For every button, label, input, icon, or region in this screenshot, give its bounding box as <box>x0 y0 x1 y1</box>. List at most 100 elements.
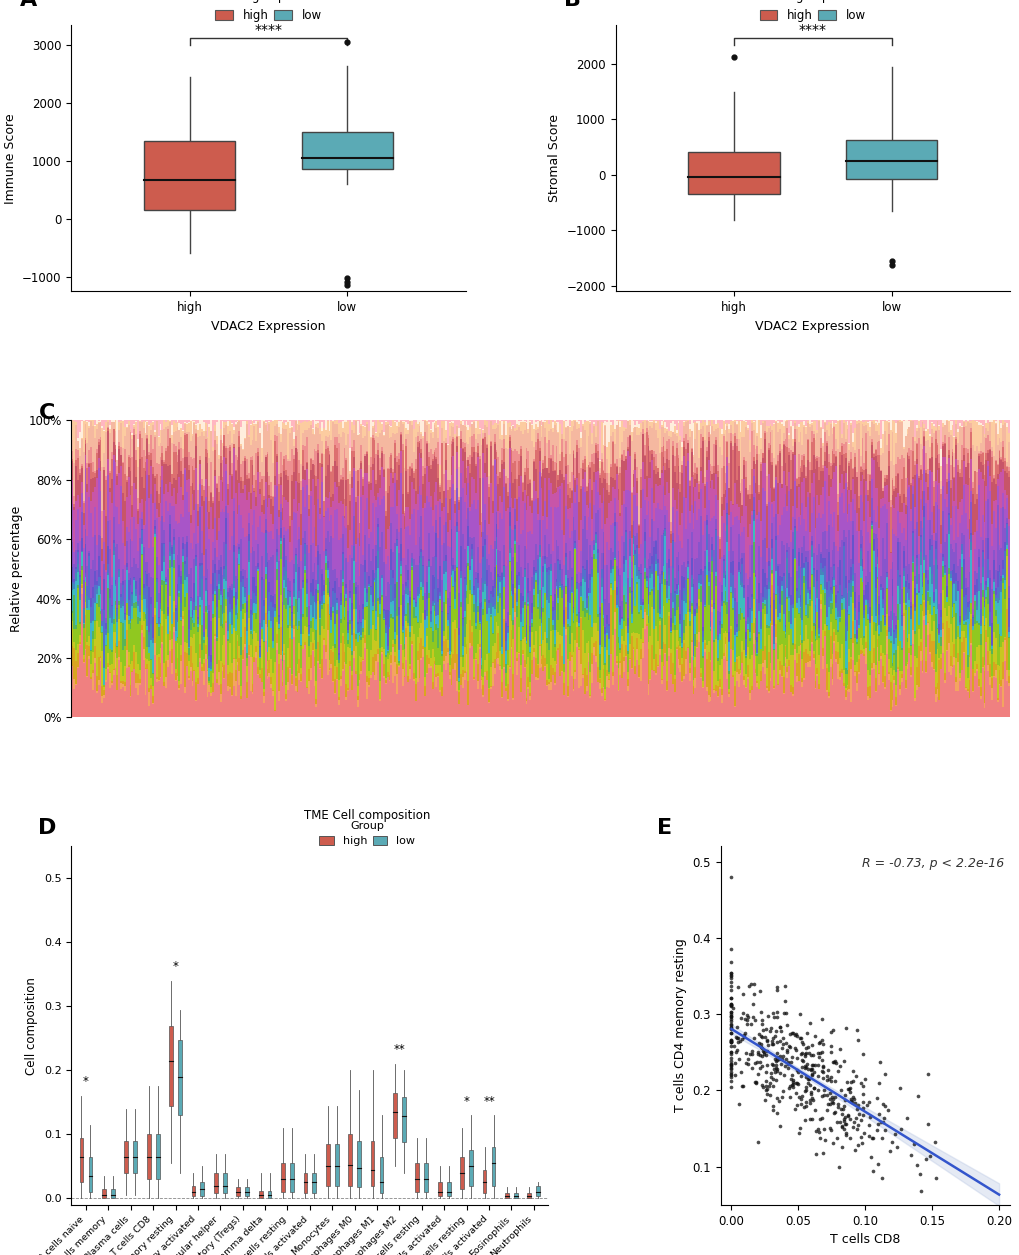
Bar <box>257 571 259 640</box>
Bar <box>446 622 448 626</box>
Bar <box>386 659 388 671</box>
Bar <box>118 641 120 658</box>
Bar <box>471 556 473 558</box>
Bar <box>988 476 990 491</box>
Bar <box>371 435 373 438</box>
Bar <box>623 658 625 661</box>
Bar <box>739 581 741 585</box>
Bar <box>277 510 279 517</box>
Bar <box>808 550 810 586</box>
Bar <box>469 420 471 427</box>
Bar <box>440 612 442 646</box>
Bar <box>145 501 147 525</box>
Bar <box>651 454 652 459</box>
Bar <box>625 645 627 656</box>
Bar <box>277 484 279 510</box>
Point <box>802 1082 818 1102</box>
Bar <box>362 609 364 619</box>
Bar <box>375 545 377 556</box>
Bar <box>78 635 81 641</box>
Point <box>788 1083 804 1103</box>
Bar <box>558 570 560 582</box>
Bar <box>368 420 370 430</box>
Bar <box>75 685 77 718</box>
Bar <box>469 427 471 438</box>
Bar <box>900 422 902 454</box>
Bar <box>435 688 437 718</box>
Bar <box>332 570 334 587</box>
Bar <box>116 420 118 461</box>
Bar <box>737 466 739 507</box>
Bar <box>332 420 334 423</box>
Bar <box>872 669 874 718</box>
Bar <box>709 521 710 574</box>
Bar <box>748 693 750 700</box>
Bar <box>895 629 897 635</box>
Bar <box>825 626 827 664</box>
Bar <box>150 494 152 577</box>
Bar <box>411 641 413 644</box>
Bar <box>154 476 156 478</box>
Bar <box>611 569 613 590</box>
Bar <box>850 423 851 425</box>
Bar <box>585 491 587 505</box>
Bar <box>652 457 654 469</box>
Bar <box>675 420 677 429</box>
Bar <box>178 597 180 681</box>
Bar <box>180 645 182 655</box>
Bar <box>857 449 859 496</box>
Bar <box>131 661 133 671</box>
Bar <box>473 612 475 659</box>
Bar <box>464 548 465 577</box>
Bar <box>640 433 641 468</box>
Bar <box>136 461 137 477</box>
Bar <box>259 648 261 656</box>
Bar <box>508 512 511 527</box>
Bar <box>951 506 953 548</box>
Bar <box>101 610 103 621</box>
Bar <box>921 510 922 528</box>
Bar <box>107 633 109 654</box>
Bar <box>199 625 201 644</box>
Bar <box>837 653 839 664</box>
Bar <box>274 594 276 604</box>
Bar <box>949 518 951 526</box>
Bar <box>701 483 703 535</box>
Bar <box>491 597 493 606</box>
Bar <box>183 580 185 597</box>
Bar <box>85 444 87 456</box>
Bar <box>812 570 814 577</box>
Bar <box>192 615 194 617</box>
Bar <box>640 649 641 659</box>
Bar <box>297 565 299 600</box>
Bar <box>371 469 373 503</box>
Point <box>819 1069 836 1089</box>
Bar <box>817 655 819 684</box>
Bar <box>857 423 859 449</box>
Bar <box>250 692 252 718</box>
Bar <box>904 666 906 680</box>
Bar <box>300 619 302 634</box>
Bar <box>195 557 197 566</box>
Point <box>892 1119 908 1140</box>
Bar <box>392 507 393 552</box>
Bar <box>607 494 609 503</box>
Point <box>775 976 792 996</box>
Bar <box>759 628 761 629</box>
Bar <box>732 551 734 561</box>
Bar <box>544 569 546 594</box>
Bar <box>81 587 83 594</box>
Bar <box>428 664 429 668</box>
Bar <box>185 592 187 644</box>
Bar <box>540 617 542 622</box>
Bar <box>705 447 707 451</box>
Bar <box>866 686 868 697</box>
Point <box>722 1055 739 1076</box>
Bar <box>435 678 437 688</box>
Bar <box>893 508 895 533</box>
Bar <box>647 438 649 447</box>
Bar <box>297 452 299 482</box>
Bar <box>480 602 482 607</box>
Bar <box>964 638 966 686</box>
Bar <box>270 629 272 659</box>
